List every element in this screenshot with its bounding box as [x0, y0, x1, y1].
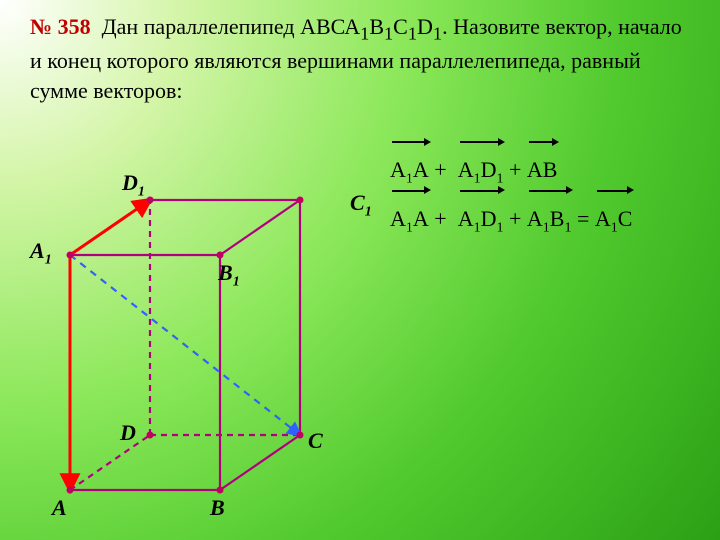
sub-1: 1	[360, 23, 369, 43]
vec2-a1a: A1A	[390, 194, 429, 243]
plus2-2: +	[509, 206, 521, 231]
equations-block: A1A + A1D1 + AB A1A + A1D1 + A1B1 = A1C	[390, 145, 632, 243]
problem-part-3: D	[417, 14, 433, 39]
problem-part-0: Дан параллелепипед АВСА	[102, 14, 361, 39]
vertex-label-d: D	[120, 420, 136, 446]
plus-2: +	[509, 157, 521, 182]
vertex-label-a: A	[52, 495, 67, 521]
sub-4: 1	[433, 23, 442, 43]
parallelepiped-diagram: A B C D A1 B1 D1	[30, 160, 350, 520]
vec-ab: AB	[527, 145, 558, 193]
problem-part-2: С	[393, 14, 408, 39]
vertex-label-d1: D1	[122, 170, 145, 200]
vec-a1d1: A1D1	[458, 145, 504, 194]
vertex-label-a1: A1	[30, 238, 52, 268]
vertex-label-b: B	[210, 495, 225, 521]
sub-3: 1	[408, 23, 417, 43]
plus2-1: +	[434, 206, 446, 231]
equation-line-2: A1A + A1D1 + A1B1 = A1C	[390, 194, 632, 243]
diagram-svg	[30, 160, 350, 520]
c1-label-near-eq: C1	[350, 190, 372, 220]
vertex-label-c: C	[308, 428, 323, 454]
problem-part-1: В	[369, 14, 384, 39]
sub-2: 1	[384, 23, 393, 43]
problem-number: № 358	[30, 14, 91, 39]
content: № 358 Дан параллелепипед АВСА1В1С1D1. На…	[0, 0, 720, 106]
problem-text: № 358 Дан параллелепипед АВСА1В1С1D1. На…	[0, 0, 720, 106]
eq-sign: =	[577, 206, 589, 231]
vec2-a1d1: A1D1	[458, 194, 504, 243]
plus-1: +	[434, 157, 446, 182]
vec2-a1c: A1C	[595, 194, 633, 243]
vec2-a1b1: A1B1	[527, 194, 572, 243]
vertex-label-b1: B1	[218, 260, 240, 290]
